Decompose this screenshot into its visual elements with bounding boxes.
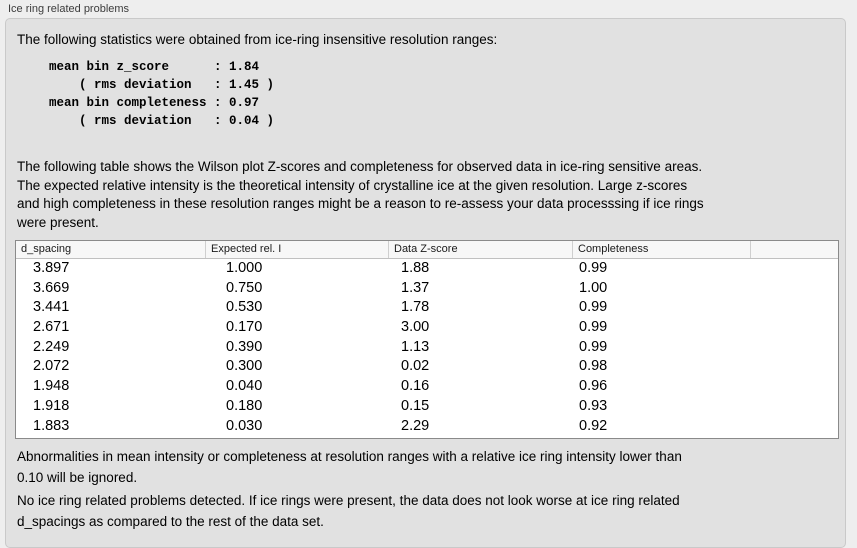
table-cell: 0.93 <box>579 397 608 414</box>
table-description-text: The following table shows the Wilson plo… <box>17 159 704 230</box>
header-cell-d-spacing[interactable]: d_spacing <box>21 243 72 255</box>
table-cell: 0.99 <box>579 299 608 316</box>
table-cell: 1.883 <box>33 417 70 434</box>
table-cell: 3.669 <box>33 279 70 296</box>
ice-ring-table: d_spacing Expected rel. I Data Z-score Comp… <box>15 240 839 439</box>
table-cell: 1.88 <box>401 260 430 276</box>
table-cell: 0.750 <box>226 279 263 296</box>
table-cell: 1.37 <box>401 279 430 296</box>
stats-block: mean bin z_score : 1.84 ( rms deviation … <box>49 60 275 128</box>
table-cell: 0.300 <box>226 358 263 375</box>
table-body: 3.897 1.000 1.88 0.99 3.669 0.750 1.37 1.00 3.44… <box>16 259 838 437</box>
table-row[interactable]: 1.918 0.180 0.15 0.93 <box>16 396 838 417</box>
conclusion-text: No ice ring related problems detected. I… <box>17 493 680 529</box>
table-cell: 0.99 <box>579 338 608 355</box>
table-cell: 0.99 <box>579 260 608 276</box>
header-cell-empty[interactable] <box>750 241 838 258</box>
table-row[interactable]: 2.072 0.300 0.02 0.98 <box>16 357 838 378</box>
table-row[interactable]: 2.249 0.390 1.13 0.99 <box>16 337 838 358</box>
table-row[interactable]: 2.671 0.170 3.00 0.99 <box>16 318 838 338</box>
table-cell: 1.00 <box>579 279 608 296</box>
header-cell-completeness[interactable]: Completeness <box>572 241 750 258</box>
table-cell: 2.249 <box>33 338 70 355</box>
table-cell: 0.530 <box>226 299 263 316</box>
table-cell: 1.000 <box>226 260 263 276</box>
ignore-note-text: Abnormalities in mean intensity or compl… <box>17 449 682 485</box>
table-cell: 0.170 <box>226 319 263 336</box>
stats-intro-text: The following statistics were obtained f… <box>17 32 498 47</box>
table-cell: 2.671 <box>33 319 70 336</box>
table-cell: 2.29 <box>401 417 430 434</box>
table-cell: 3.441 <box>33 299 70 316</box>
table-cell: 0.92 <box>579 417 608 434</box>
table-cell: 1.918 <box>33 397 70 414</box>
table-cell: 3.897 <box>33 260 70 276</box>
table-header-row: d_spacing Expected rel. I Data Z-score Comp… <box>16 241 838 259</box>
table-row[interactable]: 3.897 1.000 1.88 0.99 <box>16 259 838 279</box>
table-cell: 1.13 <box>401 338 430 355</box>
table-cell: 0.96 <box>579 378 608 395</box>
table-cell: 0.040 <box>226 378 263 395</box>
table-cell: 3.00 <box>401 319 430 336</box>
table-cell: 0.98 <box>579 358 608 375</box>
table-cell <box>750 259 838 279</box>
table-row[interactable]: 1.948 0.040 0.16 0.96 <box>16 377 838 397</box>
table-cell: 0.180 <box>226 397 263 414</box>
table-cell: 0.030 <box>226 417 263 434</box>
table-cell <box>750 397 838 417</box>
table-cell <box>750 417 838 437</box>
table-cell <box>750 318 838 338</box>
header-cell-expected-rel-i[interactable]: Expected rel. I <box>205 241 388 258</box>
table-cell: 1.78 <box>401 299 430 316</box>
table-cell: 0.16 <box>401 378 430 395</box>
table-cell: 0.390 <box>226 338 263 355</box>
table-cell <box>750 357 838 377</box>
table-cell: 0.99 <box>579 319 608 336</box>
table-cell <box>750 298 838 318</box>
ice-ring-group-box: The following statistics were obtained f… <box>5 18 846 548</box>
table-cell: 0.15 <box>401 397 430 414</box>
table-cell <box>750 377 838 397</box>
table-cell <box>750 338 838 358</box>
table-cell: 0.02 <box>401 358 430 375</box>
panel-title: Ice ring related problems <box>8 3 130 15</box>
header-cell-data-z-score[interactable]: Data Z-score <box>388 241 572 258</box>
table-cell: 1.948 <box>33 378 70 395</box>
table-cell: 2.072 <box>33 358 70 375</box>
table-row[interactable]: 3.441 0.530 1.78 0.99 <box>16 298 838 319</box>
table-row[interactable]: 1.883 0.030 2.29 0.92 <box>16 416 838 437</box>
table-cell <box>750 279 838 299</box>
table-row[interactable]: 3.669 0.750 1.37 1.00 <box>16 278 838 299</box>
